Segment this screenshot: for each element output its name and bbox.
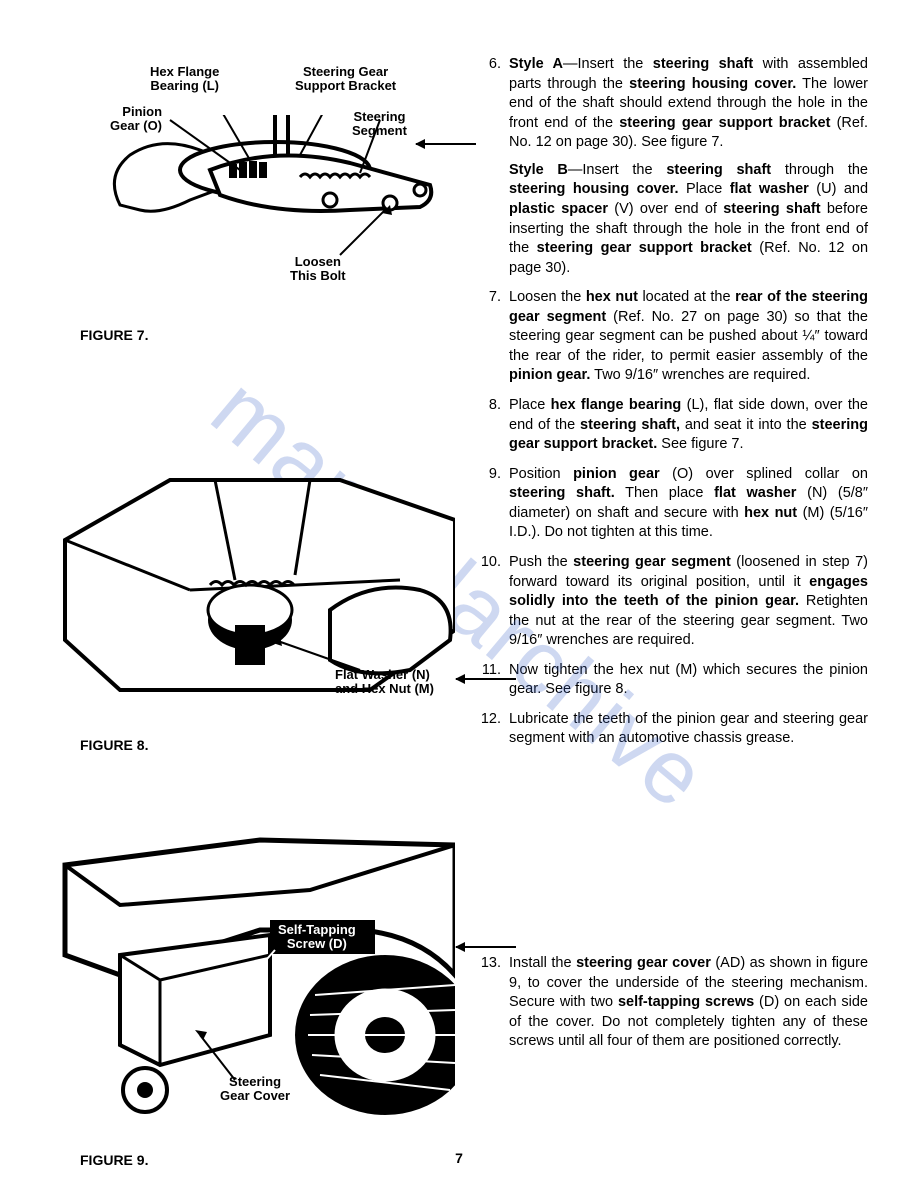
callout-hex-flange: Hex Flange Bearing (L) [150, 65, 219, 94]
step-8: 8. Place hex flange bearing (L), flat si… [475, 396, 868, 455]
callout-loosen-bolt: Loosen This Bolt [290, 255, 346, 284]
figure-7-illustration [100, 115, 450, 285]
figure-8-label: FIGURE 8. [80, 737, 148, 753]
figure-7: Hex Flange Bearing (L) Steering Gear Sup… [60, 55, 455, 355]
step-number: 11. [475, 661, 509, 700]
arrow-to-fig9 [456, 946, 516, 948]
figure-7-label: FIGURE 7. [80, 327, 148, 343]
step-6: 6. Style A—Insert the steering shaft wit… [475, 55, 868, 278]
two-column-layout: Hex Flange Bearing (L) Steering Gear Sup… [60, 55, 868, 1185]
step-number: 12. [475, 710, 509, 749]
page-number: 7 [0, 1150, 918, 1166]
step-number: 13. [475, 954, 509, 1052]
step-number: 6. [475, 55, 509, 278]
figure-8: Flat Washer (N) and Hex Nut (M) FIGURE 8… [60, 470, 455, 780]
figure-9: Self-Tapping Screw (D) Steering Gear Cov… [60, 835, 455, 1175]
step-9: 9. Position pinion gear (O) over splined… [475, 465, 868, 543]
arrow-to-fig7 [416, 143, 476, 145]
manual-page: manualarchive Hex Flange Bearing (L) Ste… [0, 0, 918, 1188]
callout-self-tapping: Self-Tapping Screw (D) [278, 923, 356, 952]
step-10: 10. Push the steering gear segment (loos… [475, 553, 868, 651]
step-12: 12. Lubricate the teeth of the pinion ge… [475, 710, 868, 749]
step-number: 8. [475, 396, 509, 455]
callout-flat-washer: Flat Washer (N) and Hex Nut (M) [335, 668, 434, 697]
step-13: 13. Install the steering gear cover (AD)… [475, 954, 868, 1052]
callout-gear-cover: Steering Gear Cover [220, 1075, 290, 1104]
step-number: 9. [475, 465, 509, 543]
instructions-column: 6. Style A—Insert the steering shaft wit… [475, 55, 868, 1185]
step-7: 7. Loosen the hex nut located at the rea… [475, 288, 868, 386]
step-number: 7. [475, 288, 509, 386]
arrow-to-fig8 [456, 678, 516, 680]
callout-support-bracket: Steering Gear Support Bracket [295, 65, 396, 94]
step-11: 11. Now tighten the hex nut (M) which se… [475, 661, 868, 700]
step-number: 10. [475, 553, 509, 651]
figures-column: Hex Flange Bearing (L) Steering Gear Sup… [60, 55, 455, 1185]
